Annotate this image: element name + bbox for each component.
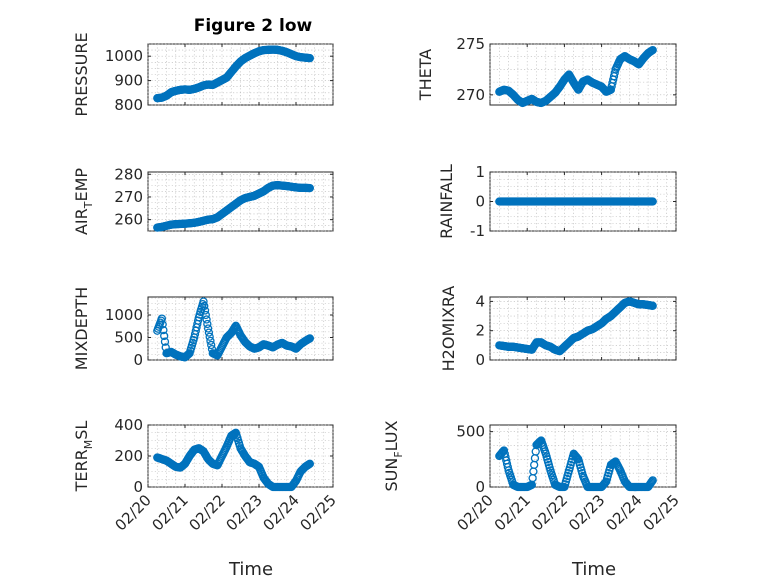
x-tick-label: 02/24 bbox=[602, 491, 645, 534]
y-tick-label: 0 bbox=[133, 351, 143, 369]
data-point bbox=[203, 319, 212, 329]
x-tick-label: 02/20 bbox=[454, 491, 497, 534]
series-markers bbox=[495, 436, 657, 492]
subplot-air_temp: 260 270 280 AIRTEMP bbox=[72, 165, 334, 235]
data-point bbox=[199, 297, 208, 306]
data-point bbox=[572, 453, 581, 462]
y-axis-label-theta: THETA bbox=[416, 49, 435, 101]
series-markers bbox=[495, 45, 657, 108]
y-tick-label: 0 bbox=[475, 351, 485, 369]
series-markers bbox=[495, 197, 657, 206]
y-tick-label: 1000 bbox=[105, 306, 143, 324]
data-point bbox=[204, 328, 214, 337]
data-point bbox=[648, 45, 657, 55]
x-tick-label: 02/24 bbox=[260, 491, 303, 534]
y-axis-label-h2omixra: H2OMIXRA bbox=[439, 286, 458, 372]
figure-title: Figure 2 low bbox=[194, 16, 313, 36]
data-point bbox=[206, 336, 215, 346]
grid bbox=[147, 43, 334, 106]
grid bbox=[147, 424, 334, 488]
y-tick-label: 0 bbox=[475, 193, 485, 211]
data-point bbox=[200, 301, 209, 311]
series-markers bbox=[153, 428, 315, 492]
x-tick-label: 02/22 bbox=[186, 491, 229, 534]
data-point bbox=[305, 459, 315, 468]
series-markers bbox=[153, 297, 315, 362]
y-tick-label: 900 bbox=[114, 72, 143, 90]
y-axis-label-pressure: PRESSURE bbox=[72, 32, 91, 116]
subplot-theta: 270 275 THETA bbox=[416, 35, 677, 108]
y-axis-label-mixdepth: MIXDEPTH bbox=[72, 287, 91, 370]
data-point bbox=[160, 337, 170, 346]
data-point bbox=[600, 479, 609, 488]
y-tick-label: 270 bbox=[114, 188, 143, 206]
x-axis-label-left: Time bbox=[228, 559, 273, 580]
y-tick-label: 260 bbox=[114, 211, 143, 229]
data-point bbox=[158, 320, 167, 329]
x-tick-label: 02/23 bbox=[565, 491, 608, 534]
y-axis-label-rainfall: RAINFALL bbox=[437, 164, 456, 239]
data-point bbox=[160, 331, 169, 341]
y-tick-label: 270 bbox=[456, 86, 485, 104]
y-axis-label-terr-msl: TERRMSL bbox=[72, 421, 95, 493]
data-point bbox=[648, 301, 657, 310]
y-tick-label: 0 bbox=[133, 478, 143, 496]
y-tick-label: 275 bbox=[456, 35, 485, 53]
data-point bbox=[207, 340, 216, 350]
subplot-rainfall: -1 0 1 RAINFALL bbox=[437, 163, 677, 240]
y-tick-label: 0 bbox=[475, 478, 485, 496]
series-markers bbox=[153, 181, 315, 232]
y-tick-label: 1 bbox=[475, 163, 485, 181]
x-tick-label: 02/25 bbox=[640, 491, 683, 534]
x-tick-label: 02/21 bbox=[491, 491, 534, 534]
x-tick-label: 02/20 bbox=[112, 491, 155, 534]
y-tick-label: 400 bbox=[114, 416, 143, 434]
y-axis-label-air-temp: AIRTEMP bbox=[72, 168, 95, 235]
data-point bbox=[157, 314, 167, 323]
y-tick-label: 280 bbox=[114, 165, 143, 183]
data-point bbox=[648, 197, 657, 206]
data-point bbox=[203, 324, 213, 333]
subplot-h2omixra: 0 2 4 H2OMIXRA bbox=[439, 286, 677, 372]
grid bbox=[489, 297, 677, 361]
y-tick-label: 2 bbox=[475, 322, 485, 340]
y-tick-label: 1000 bbox=[105, 47, 143, 65]
y-tick-label: -1 bbox=[470, 222, 485, 240]
data-point bbox=[305, 183, 315, 193]
data-point bbox=[201, 310, 210, 320]
y-tick-label: 200 bbox=[114, 447, 143, 465]
subplot-mixdepth: 0 500 1000 MIXDEPTH bbox=[72, 287, 334, 370]
x-tick-label: 02/23 bbox=[223, 491, 266, 534]
series-markers bbox=[153, 45, 315, 103]
data-point bbox=[305, 54, 315, 63]
y-axis-label-sun-flux: SUNFLUX bbox=[382, 420, 405, 491]
data-point bbox=[202, 315, 211, 324]
series-markers bbox=[495, 297, 657, 356]
y-tick-label: 500 bbox=[456, 423, 485, 441]
y-tick-label: 4 bbox=[475, 292, 485, 310]
x-tick-label: 02/22 bbox=[528, 491, 571, 534]
x-tick-label: 02/25 bbox=[297, 491, 340, 534]
data-point bbox=[200, 306, 210, 315]
y-tick-label: 800 bbox=[114, 96, 143, 114]
data-point bbox=[305, 334, 315, 343]
data-point bbox=[205, 332, 214, 341]
data-point bbox=[193, 316, 203, 325]
x-tick-label: 02/21 bbox=[149, 491, 192, 534]
data-point bbox=[159, 325, 168, 335]
data-point bbox=[648, 476, 657, 485]
subplot-pressure: 800 900 1000 PRESSURE bbox=[72, 32, 334, 117]
data-point bbox=[503, 462, 512, 472]
y-tick-label: 500 bbox=[114, 329, 143, 347]
x-axis-label-right: Time bbox=[571, 559, 616, 580]
